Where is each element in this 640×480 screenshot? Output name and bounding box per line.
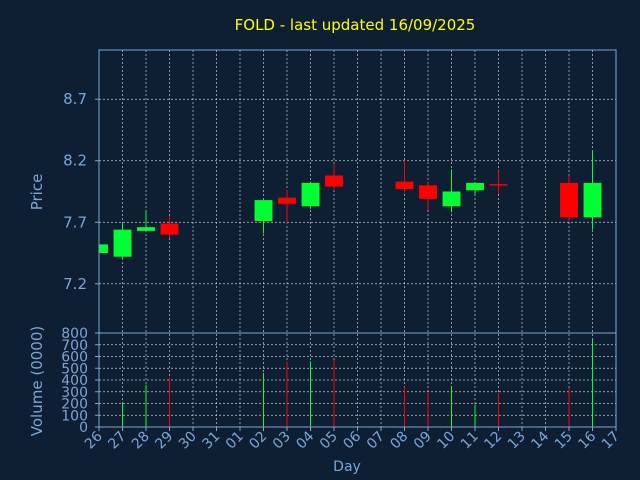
volume-tick-label: 100 [61, 408, 88, 424]
price-axis-label: Price [28, 174, 46, 211]
candle-body [583, 182, 602, 218]
candle-body [419, 185, 437, 199]
price-tick-label: 8.7 [63, 90, 87, 108]
x-tick-label: 02 [246, 429, 270, 453]
candle-body [113, 229, 132, 257]
x-tick-label: 16 [575, 428, 599, 452]
candle-body [395, 181, 414, 190]
volume-tick-label: 200 [61, 397, 88, 413]
candle-body [301, 182, 320, 207]
x-tick-label: 29 [152, 429, 176, 453]
volume-tick-label: 0 [79, 420, 88, 436]
x-tick-label: 31 [199, 429, 223, 453]
x-tick-label: 27 [105, 429, 129, 453]
x-tick-label: 10 [434, 429, 458, 453]
candle-body [160, 223, 179, 235]
x-tick-label: 08 [387, 429, 411, 453]
chart-title: FOLD - last updated 16/09/2025 [235, 16, 476, 34]
x-tick-label: 15 [552, 429, 576, 453]
volume-tick-label: 800 [61, 326, 88, 342]
price-tick-label: 7.2 [63, 275, 87, 293]
candle-body [99, 244, 108, 254]
x-tick-label: 03 [270, 429, 294, 453]
x-tick-label: 06 [340, 428, 364, 452]
volume-axis-label: Volume (0000) [28, 326, 46, 436]
x-tick-label: 12 [481, 429, 505, 453]
volume-tick-label: 500 [61, 361, 88, 377]
candle-body [442, 191, 461, 207]
price-tick-label: 8.2 [63, 152, 87, 170]
volume-tick-label: 600 [61, 350, 88, 366]
candle-body [254, 200, 273, 222]
x-tick-label: 17 [599, 429, 623, 453]
volume-tick-label: 400 [61, 373, 88, 389]
candle-body [560, 182, 578, 218]
x-tick-label: 11 [458, 429, 482, 453]
x-tick-label: 09 [411, 429, 435, 453]
x-tick-label: 04 [293, 428, 317, 452]
volume-tick-label: 700 [61, 338, 88, 354]
x-tick-label: 05 [317, 429, 341, 453]
price-tick-label: 7.7 [63, 213, 87, 231]
day-axis-label: Day [333, 459, 361, 475]
x-tick-label: 14 [528, 428, 552, 452]
x-tick-label: 13 [505, 429, 529, 453]
x-tick-label: 07 [364, 429, 388, 453]
x-tick-label: 01 [223, 429, 247, 453]
volume-tick-label: 300 [61, 385, 88, 401]
candle-body [325, 175, 343, 187]
candle-body [137, 227, 155, 231]
x-tick-label: 30 [176, 429, 200, 453]
mark-layer [98, 150, 602, 427]
candle-body [489, 184, 508, 186]
x-tick-label: 28 [129, 429, 153, 453]
candle-body [466, 182, 484, 191]
candle-body [278, 197, 296, 204]
volume-panel-frame [98, 332, 617, 428]
